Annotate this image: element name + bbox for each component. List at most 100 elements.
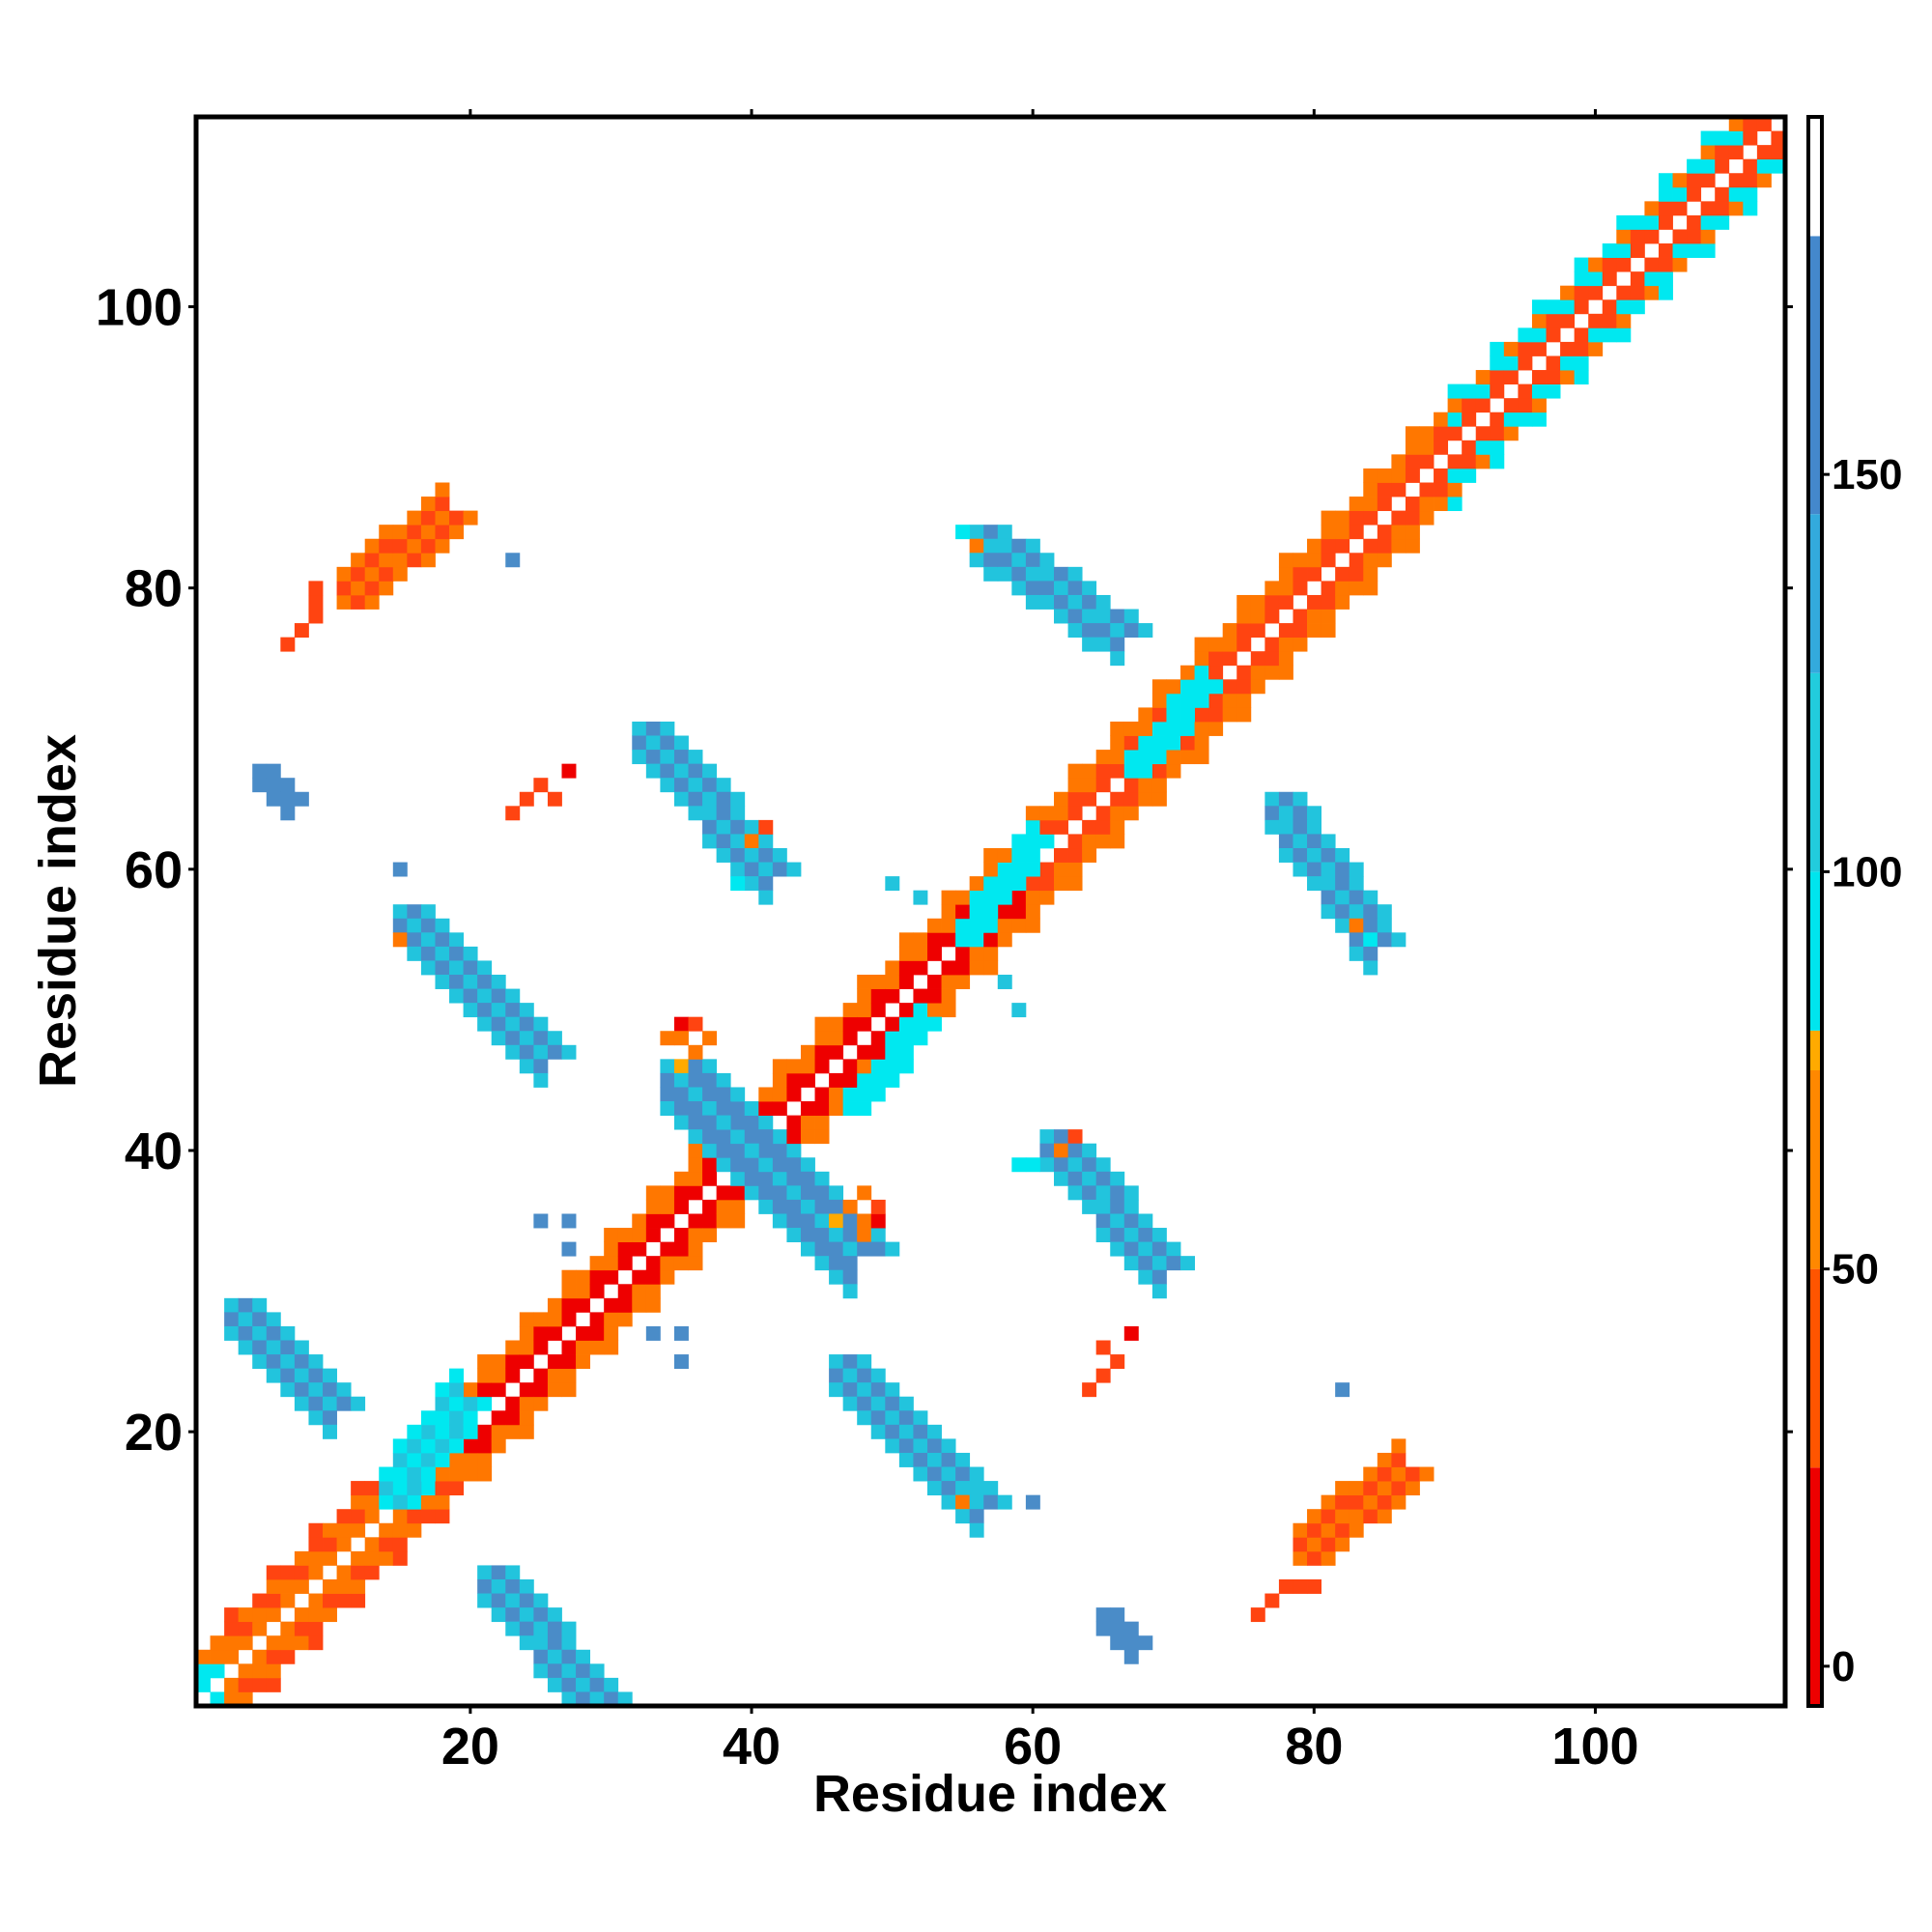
heatmap-cell xyxy=(1531,341,1547,356)
heatmap-cell xyxy=(491,1607,506,1623)
heatmap-cell xyxy=(1531,370,1547,384)
heatmap-cell xyxy=(420,525,436,540)
heatmap-cell xyxy=(1687,214,1702,230)
heatmap-cell xyxy=(969,890,984,905)
heatmap-cell xyxy=(786,1171,802,1186)
heatmap-cell xyxy=(1349,862,1364,877)
heatmap-cell xyxy=(716,1129,731,1145)
heatmap-cell xyxy=(491,1438,506,1454)
heatmap-cell xyxy=(1011,1157,1027,1173)
heatmap-cell xyxy=(1151,679,1167,695)
heatmap-cell xyxy=(280,1621,296,1636)
heatmap-cell xyxy=(505,806,521,821)
heatmap-cell xyxy=(1067,778,1083,793)
heatmap-cell xyxy=(351,1509,366,1524)
heatmap-cell xyxy=(913,1424,928,1439)
heatmap-cell xyxy=(266,1649,281,1664)
heatmap-cell xyxy=(519,791,534,807)
heatmap-cell xyxy=(407,1522,422,1538)
heatmap-cell xyxy=(477,1368,493,1383)
heatmap-cell xyxy=(955,960,971,976)
heatmap-cell xyxy=(1278,847,1293,863)
heatmap-cell xyxy=(1110,1199,1125,1214)
heatmap-cell xyxy=(1123,1649,1139,1664)
heatmap-cell xyxy=(1377,1466,1392,1482)
heatmap-cell xyxy=(702,1059,718,1074)
heatmap-cell xyxy=(505,1016,521,1032)
heatmap-cell xyxy=(224,1325,240,1341)
heatmap-cell xyxy=(589,1325,605,1341)
heatmap-cell xyxy=(1349,904,1364,920)
heatmap-cell xyxy=(435,1452,450,1467)
heatmap-cell xyxy=(1025,581,1040,596)
heatmap-cell xyxy=(1293,1578,1308,1594)
heatmap-cell xyxy=(1377,538,1392,554)
heatmap-cell xyxy=(913,960,928,976)
heatmap-cell xyxy=(1264,594,1280,610)
heatmap-cell xyxy=(716,806,731,821)
heatmap-cell xyxy=(673,735,689,751)
heatmap-cell xyxy=(913,1003,928,1018)
heatmap-cell xyxy=(842,1354,858,1370)
heatmap-cell xyxy=(210,1635,225,1651)
heatmap-cell xyxy=(1602,299,1617,315)
heatmap-cell xyxy=(1335,566,1350,582)
heatmap-cell xyxy=(1630,271,1645,287)
colorbar-band xyxy=(1808,871,1822,1031)
heatmap-cell xyxy=(1095,609,1111,624)
heatmap-cell xyxy=(772,1129,787,1145)
heatmap-cell xyxy=(252,1649,268,1664)
heatmap-cell xyxy=(561,1297,577,1313)
heatmap-cell xyxy=(1630,214,1645,230)
heatmap-cell xyxy=(1095,806,1111,821)
heatmap-cell xyxy=(1574,299,1589,315)
heatmap-cell xyxy=(1518,412,1533,427)
heatmap-cell xyxy=(435,975,450,989)
heatmap-cell xyxy=(1462,384,1477,399)
heatmap-cell xyxy=(224,1621,240,1636)
heatmap-cell xyxy=(660,1213,675,1229)
heatmap-cell xyxy=(870,1228,886,1242)
heatmap-cell xyxy=(645,1284,661,1299)
heatmap-cell xyxy=(1151,707,1167,723)
heatmap-cell xyxy=(1082,1171,1097,1186)
heatmap-cell xyxy=(1588,285,1604,300)
heatmap-cell xyxy=(702,834,718,849)
heatmap-cell xyxy=(941,1438,956,1454)
heatmap-cell xyxy=(1616,327,1632,343)
heatmap-cell xyxy=(744,1157,759,1173)
heatmap-cell xyxy=(1293,1550,1308,1566)
heatmap-cell xyxy=(1672,257,1688,272)
heatmap-cell xyxy=(1054,1129,1068,1145)
heatmap-cell xyxy=(252,1663,268,1679)
heatmap-cell xyxy=(589,1340,605,1355)
heatmap-cell xyxy=(547,1368,562,1383)
heatmap-cell xyxy=(1321,862,1336,877)
heatmap-cell xyxy=(1095,834,1111,849)
heatmap-cell xyxy=(1151,1256,1167,1271)
heatmap-cell xyxy=(576,1297,591,1313)
heatmap-cell xyxy=(1728,145,1744,160)
heatmap-cell xyxy=(392,862,408,877)
heatmap-cell xyxy=(519,1312,534,1327)
heatmap-cell xyxy=(898,1452,914,1467)
heatmap-cell xyxy=(1123,763,1139,779)
heatmap-cell xyxy=(1644,257,1660,272)
heatmap-cell xyxy=(1335,876,1350,892)
heatmap-cell xyxy=(1377,1494,1392,1510)
heatmap-cell xyxy=(323,1424,337,1439)
heatmap-cell xyxy=(547,1031,562,1046)
heatmap-cell xyxy=(842,1284,858,1299)
heatmap-cell xyxy=(407,525,422,540)
heatmap-cell xyxy=(1180,735,1195,751)
heatmap-cell xyxy=(898,975,914,989)
heatmap-cell xyxy=(561,1621,577,1636)
heatmap-cell xyxy=(505,1003,521,1018)
heatmap-cell xyxy=(772,1213,787,1229)
heatmap-cell xyxy=(1264,819,1280,835)
x-axis-ticks: 20 40 60 80 100 xyxy=(441,109,1639,1776)
heatmap-cell xyxy=(449,510,464,526)
heatmap-cell xyxy=(1475,384,1491,399)
heatmap-cell xyxy=(1222,679,1237,695)
heatmap-cell xyxy=(969,553,984,568)
